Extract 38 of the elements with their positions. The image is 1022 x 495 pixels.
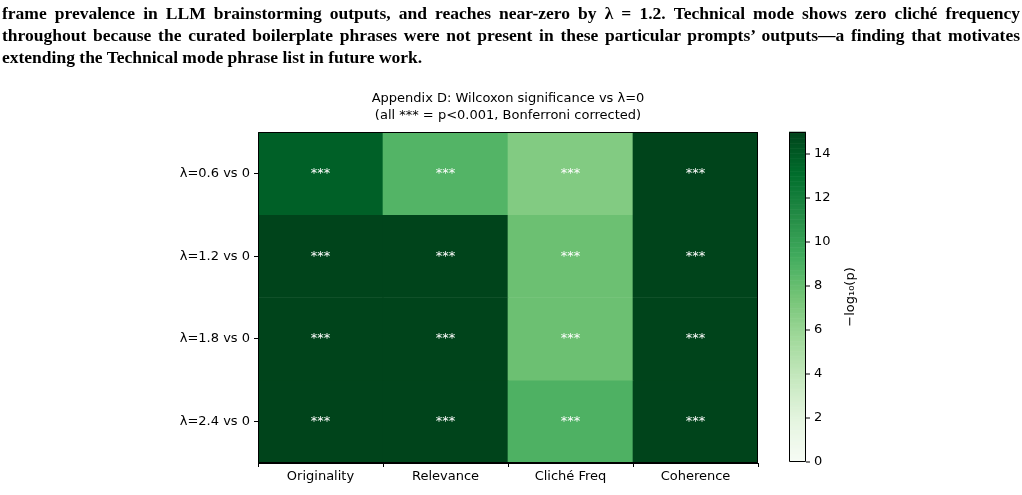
color-bar-label: 14 [814, 145, 831, 161]
data-label: *** [435, 413, 456, 428]
data-label: *** [310, 413, 331, 428]
color-bar-label: 0 [814, 453, 823, 469]
chart-subtitle: (all *** = p<0.001, Bonferroni corrected) [374, 107, 642, 123]
data-label: *** [310, 330, 331, 346]
color-bar-title: −log₁₀(p) [842, 267, 858, 327]
data-label: *** [560, 247, 581, 263]
color-bar-label: 10 [814, 233, 831, 249]
data-label: *** [685, 413, 706, 428]
data-label: *** [435, 330, 456, 346]
y-tick-label: λ=1.8 vs 0 [179, 330, 250, 346]
data-label: *** [560, 413, 581, 428]
data-label: *** [435, 164, 456, 180]
x-tick-label: Coherence [660, 468, 731, 484]
data-label: *** [310, 164, 331, 180]
x-tick-label: Originality [286, 468, 355, 484]
color-bar-label: 6 [814, 321, 823, 337]
data-label: *** [310, 247, 331, 263]
color-bar-label: 4 [814, 365, 823, 381]
chart-title: Appendix D: Wilcoxon significance vs λ=0 [371, 90, 645, 106]
data-label: *** [560, 164, 581, 180]
data-label: *** [685, 247, 706, 263]
y-tick-label: λ=0.6 vs 0 [179, 164, 250, 180]
text: throughout because the curated boilerplate phrases were not present in these particular prompts’ outputs—a finding that motivates [2, 24, 1020, 46]
data-label: *** [435, 247, 456, 263]
y-tick-label: λ=1.2 vs 0 [179, 247, 250, 263]
color-bar-label: 12 [814, 189, 831, 205]
data-label: *** [685, 330, 706, 346]
data-label: *** [560, 330, 581, 346]
color-bar-label: 8 [814, 277, 823, 293]
data-label: *** [685, 164, 706, 180]
text: frame prevalence in LLM brainstorming outputs, and reaches near-zero by λ = 1.2. Technical mode shows zero cliché frequency [2, 2, 1020, 24]
color-bar-label: 2 [814, 409, 823, 425]
x-tick-label: Relevance [411, 468, 480, 484]
text: extending the Technical mode phrase list in future work. [2, 46, 424, 68]
y-tick-label: λ=2.4 vs 0 [179, 413, 250, 428]
x-tick-label: Cliché Freq [534, 468, 607, 484]
